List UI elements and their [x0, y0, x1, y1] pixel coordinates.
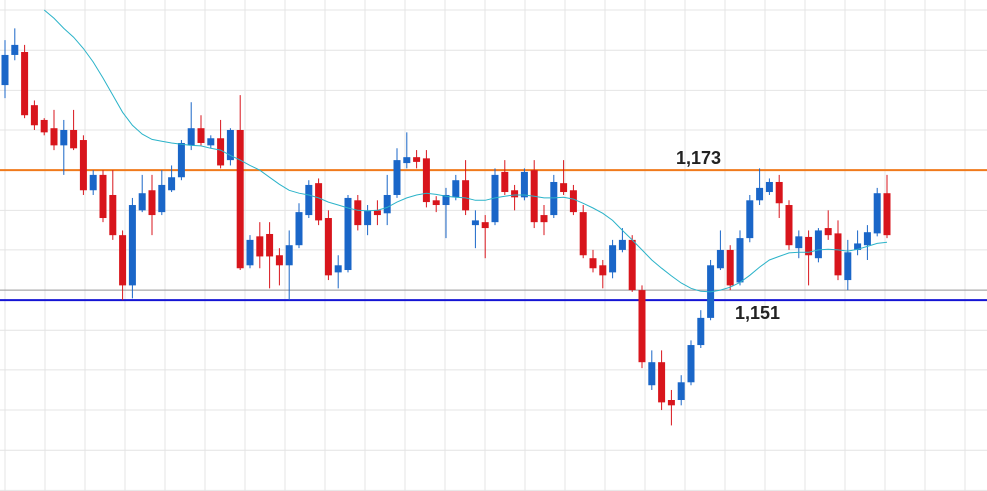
candle-body — [21, 51, 29, 116]
candle-body — [373, 210, 381, 216]
candle-body — [422, 158, 430, 203]
candle-body — [618, 239, 626, 250]
candle-body — [11, 44, 19, 55]
candle-body — [158, 184, 166, 213]
candle-body — [746, 200, 754, 239]
candle-body — [775, 181, 783, 204]
candle-body — [266, 233, 274, 257]
candle-body — [383, 194, 391, 214]
candle-body — [520, 171, 528, 198]
candle-body — [128, 205, 136, 286]
candle-body — [638, 290, 646, 363]
candle-body — [168, 177, 176, 191]
candle-body — [834, 233, 842, 276]
candle-body — [217, 138, 225, 166]
candle-body — [236, 129, 244, 269]
candle-body — [148, 190, 156, 216]
candle-body — [89, 174, 97, 191]
candle-body — [285, 245, 293, 266]
candle-body — [560, 183, 568, 193]
candle-body — [658, 362, 666, 403]
candle-body — [256, 236, 264, 257]
candle-body — [579, 212, 587, 256]
candle-body — [99, 174, 107, 219]
candle-body — [599, 265, 607, 276]
candle-body — [109, 194, 117, 236]
candle-body — [334, 265, 342, 273]
candle-body — [540, 215, 548, 223]
candle-body — [364, 210, 372, 226]
candle-body — [452, 180, 460, 198]
candle-body — [726, 249, 734, 286]
candle-body — [471, 220, 479, 226]
candle-body — [511, 190, 519, 198]
candle-body — [354, 200, 362, 226]
candle-body — [79, 140, 87, 191]
candle-body — [462, 180, 470, 211]
candle-body — [432, 200, 440, 206]
candle-body — [863, 232, 871, 246]
candle-body — [442, 194, 450, 206]
candle-body — [589, 258, 597, 269]
candle-body — [667, 400, 675, 406]
candle-body — [177, 142, 185, 178]
candle-body — [413, 157, 421, 162]
candle-body — [805, 236, 813, 256]
candle-body — [119, 235, 127, 286]
candle-body — [60, 129, 68, 146]
candle-body — [491, 174, 499, 223]
candle-body — [324, 218, 332, 276]
candle-body — [736, 238, 744, 283]
candle-body — [609, 245, 617, 273]
candle-body — [50, 128, 58, 146]
candle-body — [70, 129, 78, 149]
candle-body — [716, 249, 724, 269]
candle-body — [481, 222, 489, 229]
candle-body — [697, 317, 705, 346]
candle-body — [207, 138, 215, 146]
level-label: 1,173 — [676, 148, 721, 168]
candle-body — [187, 128, 195, 146]
candle-body — [138, 193, 146, 211]
candle-body — [814, 230, 822, 259]
candle-body — [1, 54, 9, 86]
candle-body — [883, 193, 891, 236]
candle-body — [628, 239, 636, 291]
candle-body — [569, 190, 577, 213]
moving-average — [43, 9, 888, 293]
candle-body — [30, 105, 38, 126]
candle-body — [873, 193, 881, 234]
candle-body — [403, 157, 411, 164]
candle-body — [501, 171, 509, 193]
candle-body — [246, 239, 254, 266]
candle-body — [40, 119, 48, 133]
candle-body — [305, 184, 313, 216]
candle-body — [226, 129, 234, 161]
candle-body — [648, 362, 656, 386]
candle-body — [393, 160, 401, 195]
candle-body — [315, 183, 323, 221]
candle-body — [275, 255, 283, 266]
candle-body — [765, 181, 773, 193]
candle-body — [824, 228, 832, 236]
level-label: 1,151 — [735, 303, 780, 323]
candle-body — [677, 382, 685, 401]
candle-body — [756, 187, 764, 201]
candle-body — [844, 252, 852, 281]
candle-body — [687, 345, 695, 383]
candle-body — [795, 236, 803, 249]
candle-body — [854, 243, 862, 250]
candle-body — [197, 128, 205, 143]
candle-body — [785, 205, 793, 246]
candle-body — [295, 212, 303, 246]
candle-body — [550, 181, 558, 216]
candle-body — [344, 197, 352, 271]
